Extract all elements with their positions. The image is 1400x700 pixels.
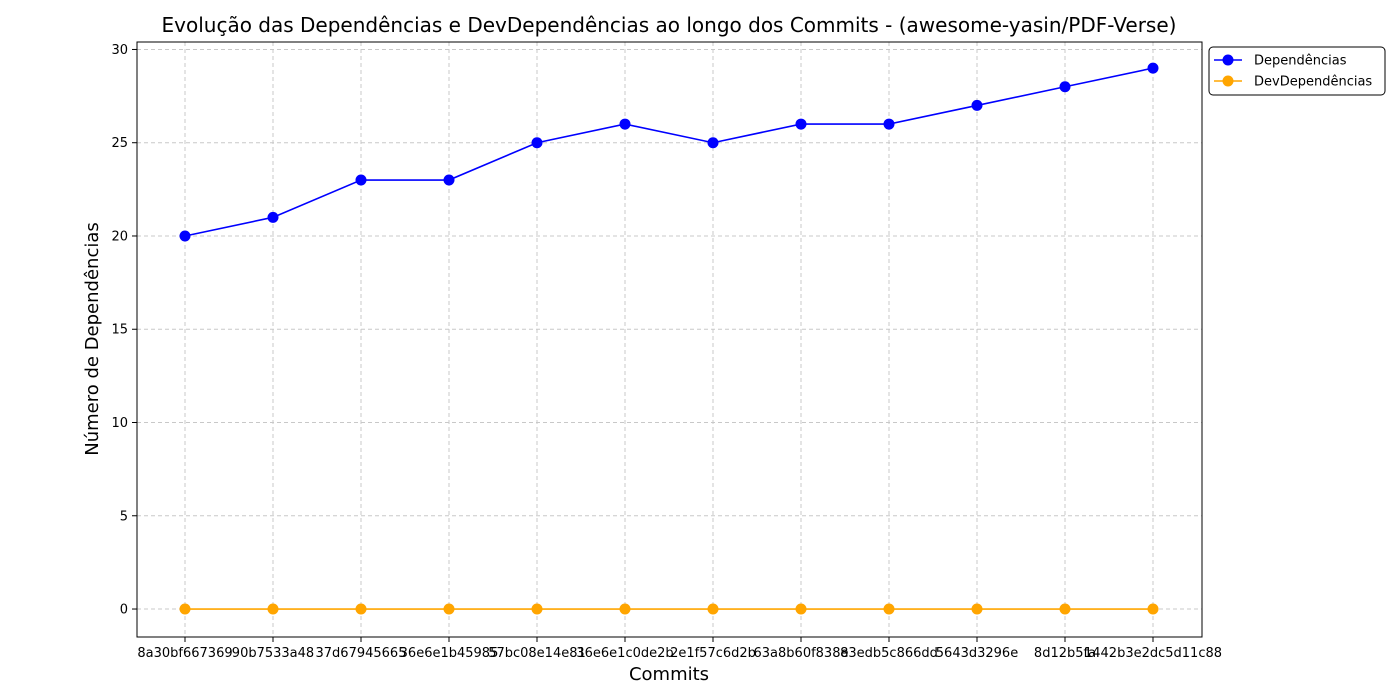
data-point bbox=[443, 603, 455, 615]
x-tick-label: 63a8b60f838e bbox=[754, 646, 849, 661]
data-point bbox=[355, 603, 367, 615]
x-tick-label: 5643d3296e bbox=[936, 646, 1018, 661]
data-point bbox=[531, 603, 543, 615]
y-tick-label: 30 bbox=[111, 43, 128, 58]
data-point bbox=[179, 230, 191, 242]
data-point bbox=[267, 603, 279, 615]
legend: Dependências DevDependências bbox=[1208, 46, 1386, 96]
data-point bbox=[883, 603, 895, 615]
data-point bbox=[1059, 81, 1071, 93]
legend-box bbox=[1208, 46, 1386, 96]
y-tick-label: 10 bbox=[111, 416, 128, 431]
data-point bbox=[443, 174, 455, 186]
data-point bbox=[1147, 603, 1159, 615]
y-tick-label: 5 bbox=[120, 509, 128, 524]
x-tick-label: 2e1f57c6d2b bbox=[670, 646, 756, 661]
data-point bbox=[707, 603, 719, 615]
data-point bbox=[619, 118, 631, 130]
x-axis-label: Commits bbox=[629, 664, 709, 685]
series-line bbox=[184, 67, 1154, 237]
data-point bbox=[531, 137, 543, 149]
data-point bbox=[1147, 62, 1159, 74]
x-tick-label: 90b7533a48 bbox=[232, 646, 314, 661]
y-tick-label: 15 bbox=[111, 323, 128, 338]
chart-title: Evolução das Dependências e DevDependênc… bbox=[162, 13, 1177, 37]
y-tick-label: 25 bbox=[111, 136, 128, 151]
y-axis-ticks: 0 5 10 15 20 25 30 bbox=[111, 43, 137, 618]
y-tick-label: 20 bbox=[111, 229, 128, 244]
x-tick-label: 8d12b5fa bbox=[1034, 646, 1096, 661]
series-layer bbox=[179, 62, 1159, 615]
data-point bbox=[971, 603, 983, 615]
data-point bbox=[795, 603, 807, 615]
data-point bbox=[707, 137, 719, 149]
data-point bbox=[267, 211, 279, 223]
legend-marker bbox=[1222, 75, 1234, 87]
grid-lines bbox=[137, 42, 1202, 637]
x-tick-label: 57bc08e14e81 bbox=[488, 646, 586, 661]
data-point bbox=[883, 118, 895, 130]
x-tick-label: 36e6e1b45985 bbox=[400, 646, 499, 661]
x-axis-ticks: 8a30bf667369 90b7533a48 37d6794566536e6e1b… bbox=[137, 637, 1222, 661]
legend-label: Dependências bbox=[1254, 54, 1347, 69]
y-tick-label: 0 bbox=[120, 603, 128, 618]
y-axis-label: Número de Dependências bbox=[82, 222, 103, 456]
data-point bbox=[619, 603, 631, 615]
x-tick-label: 8a30bf667369 bbox=[137, 646, 232, 661]
data-point bbox=[795, 118, 807, 130]
data-point bbox=[179, 603, 191, 615]
legend-marker bbox=[1222, 54, 1234, 66]
x-tick-label: 83edb5c866dd bbox=[840, 646, 938, 661]
x-tick-label: 37d67945665 bbox=[316, 646, 407, 661]
x-tick-label: 36e6e1c0de2b bbox=[576, 646, 673, 661]
legend-label: DevDependências bbox=[1254, 75, 1372, 90]
data-point bbox=[1059, 603, 1071, 615]
data-point bbox=[355, 174, 367, 186]
data-point bbox=[971, 99, 983, 111]
x-tick-label: 1442b3e2dc5d11c88 bbox=[1084, 646, 1222, 661]
plot-frame bbox=[136, 41, 1203, 638]
